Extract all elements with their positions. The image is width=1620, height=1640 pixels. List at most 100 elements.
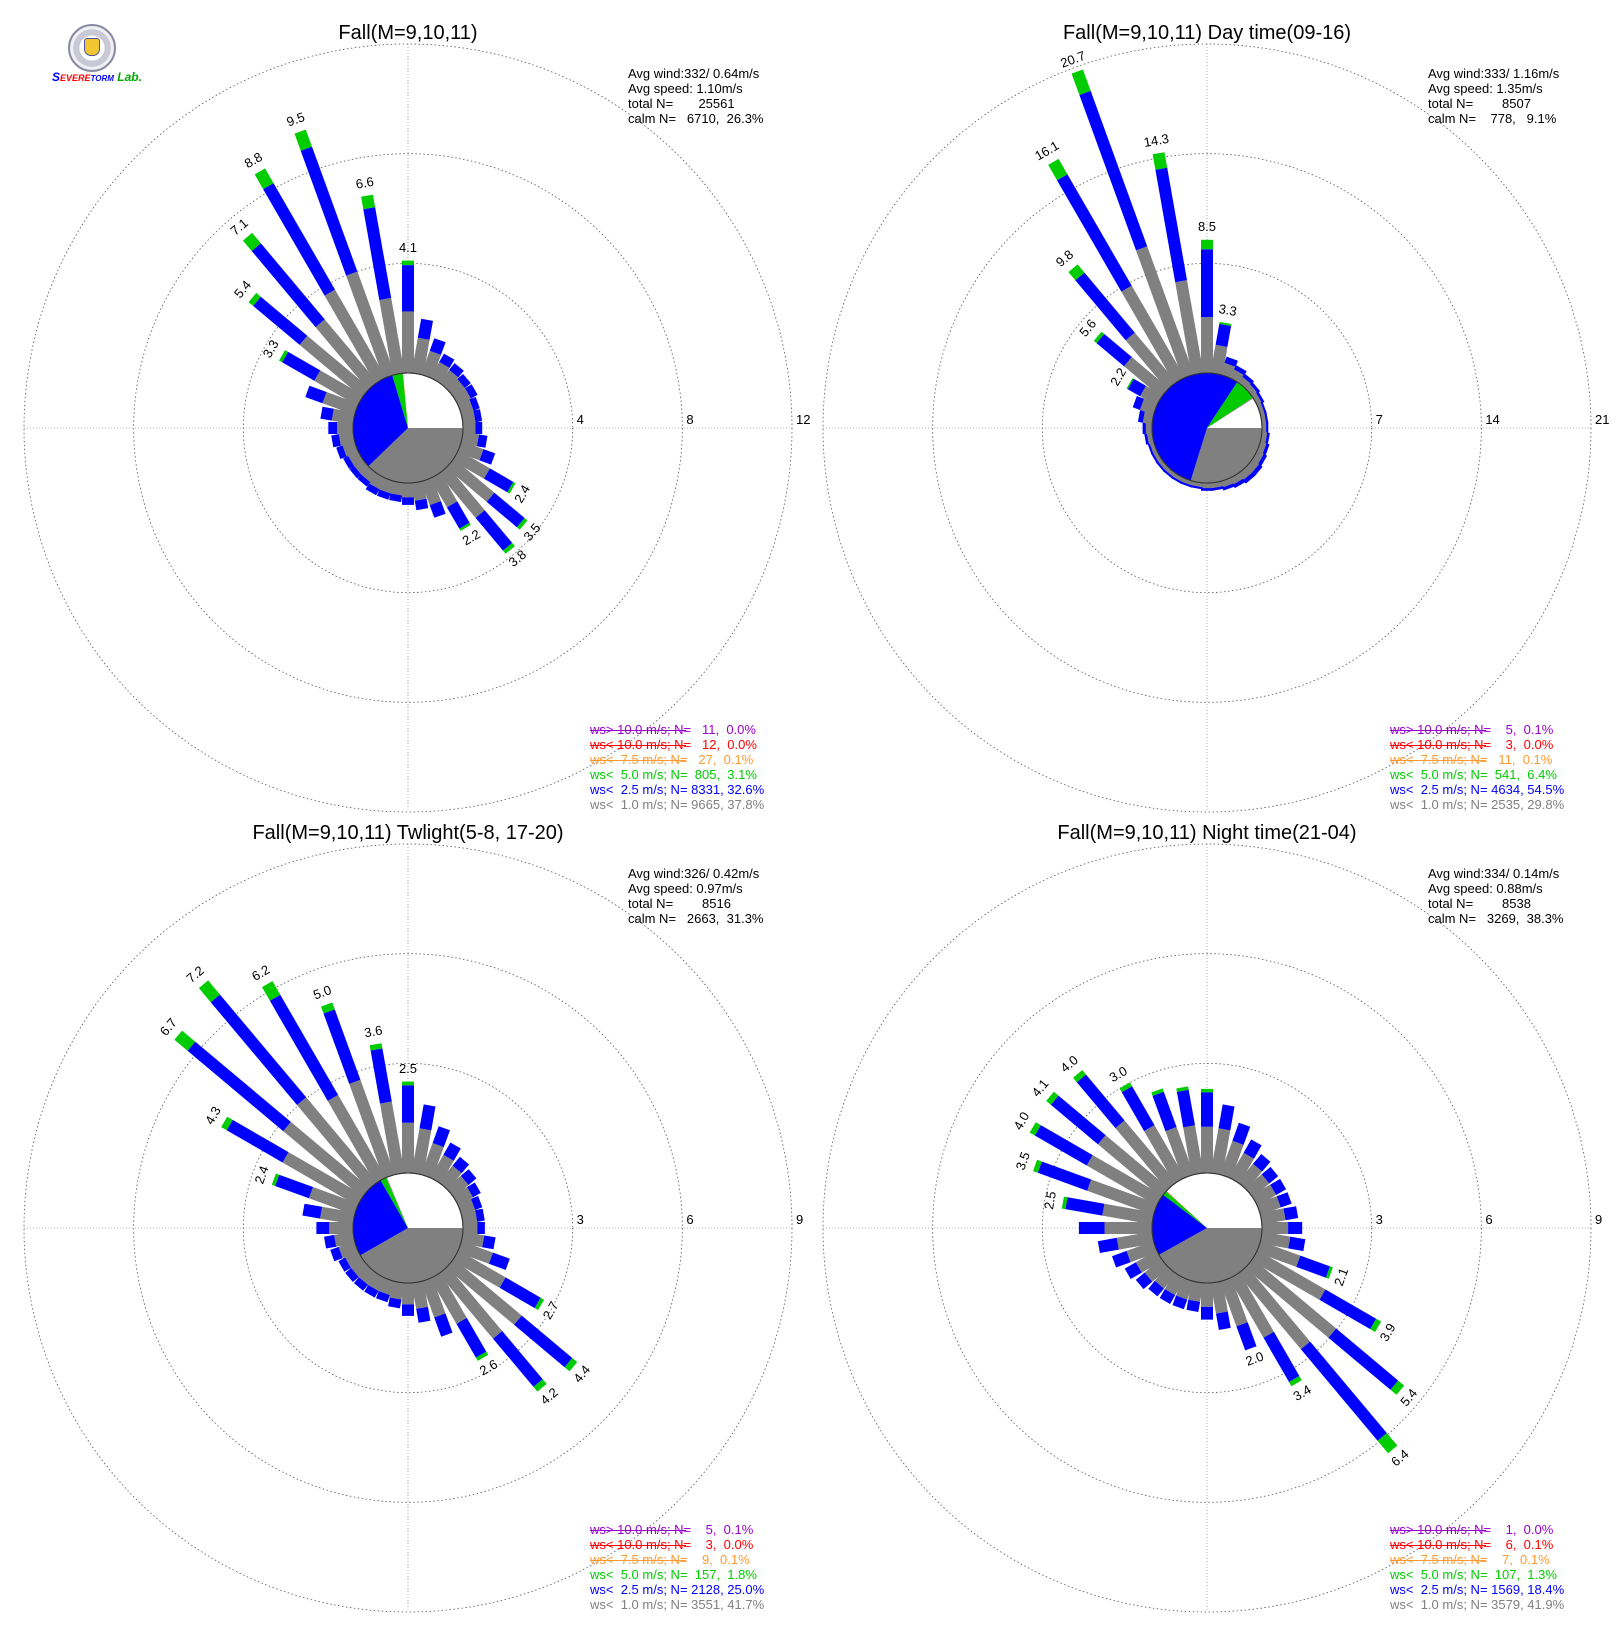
petal-segment bbox=[1097, 1237, 1119, 1253]
ring-label: 7 bbox=[1376, 412, 1383, 427]
petal-segment bbox=[1201, 488, 1213, 491]
calm-circle-outline bbox=[352, 372, 464, 484]
petal-segment bbox=[1176, 1089, 1195, 1128]
petal-120: 3.9 bbox=[1251, 1250, 1399, 1344]
petal-segment bbox=[456, 1317, 487, 1358]
petal-segment bbox=[1124, 357, 1169, 398]
legend-label: ws< 1.0 m/s; N= bbox=[1390, 797, 1488, 812]
petal-segment bbox=[1222, 483, 1235, 491]
ring-label: 21 bbox=[1595, 412, 1609, 427]
petal-label: 3.6 bbox=[363, 1022, 383, 1040]
petal-segment bbox=[479, 449, 496, 465]
petal-segment bbox=[482, 1235, 496, 1250]
petal-segment bbox=[1115, 1120, 1177, 1190]
calm-pie-slice bbox=[352, 1180, 408, 1256]
legend-value: 9, 0.1% bbox=[687, 1552, 750, 1567]
legend-row: ws< 1.0 m/s; N= 2535, 29.8% bbox=[1390, 797, 1564, 812]
legend-row: ws< 5.0 m/s; N= 157, 1.8% bbox=[590, 1567, 764, 1582]
petal-segment bbox=[354, 1277, 369, 1291]
petal-320: 7.2 bbox=[183, 963, 378, 1190]
ring-14 bbox=[932, 153, 1482, 703]
petal-segment bbox=[430, 472, 458, 508]
petal-segment bbox=[1180, 481, 1193, 488]
petal-segment bbox=[1137, 410, 1145, 423]
petal-segment bbox=[1172, 472, 1185, 483]
petal-50 bbox=[446, 374, 471, 398]
petal-label: 2.1 bbox=[1331, 1266, 1351, 1288]
petal-segment bbox=[1377, 1433, 1398, 1454]
petal-segment bbox=[300, 146, 358, 276]
petal-80 bbox=[461, 409, 483, 425]
calm-pie-slice bbox=[352, 375, 408, 467]
petal-segment bbox=[414, 498, 429, 511]
petal-segment bbox=[1243, 1139, 1262, 1159]
petal-segment bbox=[357, 474, 371, 487]
petal-segment bbox=[308, 1187, 359, 1215]
petal-segment bbox=[358, 1266, 378, 1285]
petal-segment bbox=[1237, 1266, 1311, 1350]
petal-300: 4.0 bbox=[1010, 1109, 1163, 1206]
petal-segment bbox=[452, 388, 471, 406]
petal-segment bbox=[1201, 239, 1213, 250]
petal-320: 4.0 bbox=[1057, 1052, 1177, 1190]
petal-label: 6.6 bbox=[355, 174, 375, 192]
petal-160: 2.0 bbox=[1220, 1277, 1266, 1369]
petal-120: 2.7 bbox=[452, 1250, 562, 1322]
legend-row: ws> 10.0 m/s; N= 5, 0.1% bbox=[1390, 722, 1564, 737]
petal-130: 5.4 bbox=[1245, 1258, 1420, 1409]
ring-8 bbox=[133, 153, 683, 703]
petal-210 bbox=[1159, 1272, 1185, 1304]
petal-40 bbox=[438, 363, 464, 390]
petal-segment bbox=[1220, 477, 1234, 488]
ring-7 bbox=[1041, 262, 1373, 594]
legend-value: 107, 1.3% bbox=[1487, 1567, 1557, 1582]
petal-segment bbox=[368, 1272, 386, 1291]
legend-row: ws< 10.0 m/s; N= 12, 0.0% bbox=[590, 737, 764, 752]
petal-segment bbox=[269, 994, 339, 1101]
petal-210 bbox=[364, 1272, 386, 1298]
petal-segment bbox=[457, 374, 471, 389]
petal-170 bbox=[411, 481, 429, 511]
calm-pie-slice bbox=[1207, 397, 1254, 428]
petal-350: 14.3 bbox=[1143, 131, 1204, 375]
legend-label: ws> 10.0 m/s; N= bbox=[1390, 1522, 1492, 1537]
petal-segment bbox=[1046, 1091, 1059, 1105]
petal-230 bbox=[1156, 458, 1169, 472]
petal-segment bbox=[330, 1246, 343, 1262]
petal-segment bbox=[1210, 1281, 1228, 1314]
petal-segment bbox=[475, 422, 483, 434]
petal-segment bbox=[1176, 1277, 1194, 1300]
petal-segment bbox=[271, 1173, 280, 1186]
petal-segment bbox=[314, 370, 364, 406]
petal-segment bbox=[262, 981, 281, 1001]
petal-segment bbox=[1210, 1128, 1231, 1175]
petal-segment bbox=[1145, 422, 1152, 434]
petal-segment bbox=[305, 385, 327, 404]
legend-row: ws< 5.0 m/s; N= 107, 1.3% bbox=[1390, 1567, 1564, 1582]
petal-segment bbox=[1229, 1152, 1254, 1184]
petal-segment bbox=[1201, 317, 1213, 373]
petal-290: 3.5 bbox=[1013, 1150, 1158, 1215]
petal-segment bbox=[438, 369, 459, 390]
petal-segment bbox=[446, 501, 470, 529]
legend-row: ws> 10.0 m/s; N= 1, 0.0% bbox=[1390, 1522, 1564, 1537]
petal-segment bbox=[294, 129, 312, 151]
petal-segment bbox=[351, 1258, 370, 1278]
petal-segment bbox=[463, 1222, 478, 1234]
petal-segment bbox=[377, 489, 391, 500]
legend-row: ws< 1.0 m/s; N= 3551, 41.7% bbox=[590, 1597, 764, 1612]
petal-segment bbox=[1124, 1262, 1142, 1279]
petal-segment bbox=[452, 450, 490, 479]
petal-70 bbox=[1256, 401, 1267, 415]
petal-100 bbox=[461, 431, 488, 448]
calm-pie-slice bbox=[392, 373, 408, 428]
petal-270 bbox=[1078, 1222, 1152, 1234]
petal-90 bbox=[1262, 1222, 1303, 1234]
ring-label: 6 bbox=[686, 1212, 693, 1227]
petal-segment bbox=[338, 1257, 351, 1272]
stat-total: total N= 8516 bbox=[628, 896, 731, 911]
petal-segment bbox=[1135, 1250, 1163, 1273]
petal-segment bbox=[1093, 331, 1105, 344]
